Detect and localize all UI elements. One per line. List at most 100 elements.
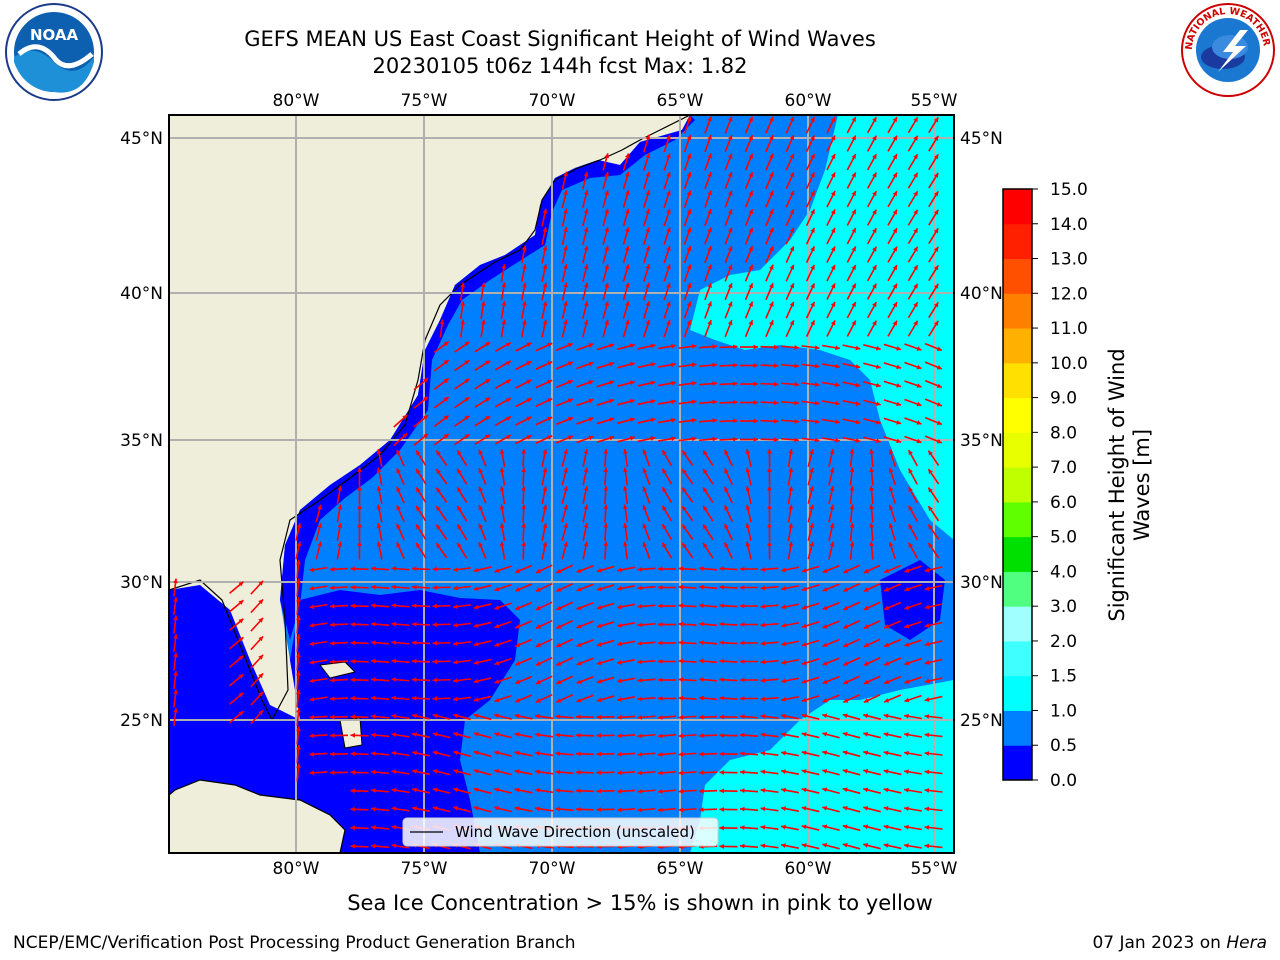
wave-arrow-head — [330, 696, 335, 702]
wave-arrow-head — [371, 621, 376, 627]
wave-arrow-head — [740, 788, 745, 794]
wave-arrow-head — [809, 449, 814, 455]
wave-arrow-head — [883, 732, 889, 737]
wave-arrow-head — [583, 245, 589, 251]
wave-arrow-head — [596, 733, 601, 738]
wave-arrow-head — [869, 449, 874, 454]
wave-arrow-head — [642, 523, 648, 529]
wave-arrow-head — [724, 486, 729, 492]
wave-arrow-head — [913, 117, 918, 123]
wave-arrow-head — [609, 343, 615, 348]
wave-arrow-head — [686, 116, 692, 122]
wave-arrow-head — [563, 523, 569, 529]
wave-arrow-head — [396, 486, 401, 492]
lat-labels-right: 45°N 40°N 35°N 30°N 25°N — [960, 129, 1003, 731]
wave-arrow-head — [933, 228, 939, 234]
wave-arrow-head — [412, 695, 417, 701]
colorbar-label-line2: Waves [m] — [1130, 429, 1154, 541]
wave-arrow-head — [617, 751, 622, 757]
wave-arrow-head — [671, 380, 676, 386]
wave-arrow-head — [443, 397, 449, 402]
wave-arrow-head — [842, 805, 848, 811]
wave-arrow-head — [699, 751, 704, 757]
wave-arrow-head — [439, 319, 445, 325]
wave-arrow-head — [535, 806, 540, 812]
lon-label-bottom: 75°W — [401, 859, 448, 879]
wave-arrow-head — [774, 400, 779, 406]
wave-arrow-head — [514, 732, 520, 737]
wave-arrow-head — [658, 807, 663, 813]
wave-arrow-head — [686, 190, 692, 196]
footer-date: 07 Jan 2023 on Hera — [1092, 933, 1267, 953]
wave-arrow-head — [658, 715, 663, 720]
wave-arrow-head — [896, 401, 902, 407]
wave-arrow-head — [505, 435, 511, 440]
wave-arrow-head — [678, 751, 684, 757]
wave-arrow-head — [371, 566, 376, 572]
wave-arrow-head — [238, 581, 244, 587]
wave-arrow-head — [432, 769, 438, 774]
wave-arrow-head — [855, 438, 861, 443]
wave-arrow-head — [830, 320, 836, 326]
wave-arrow-head — [740, 825, 745, 831]
wave-arrow-head — [863, 732, 869, 737]
wave-arrow-head — [637, 677, 643, 683]
wave-arrow-head — [924, 843, 930, 849]
wave-arrow-head — [555, 769, 561, 775]
wave-arrow-head — [822, 642, 828, 647]
wave-arrow-head — [604, 190, 610, 196]
wave-arrow-head — [933, 320, 939, 326]
wave-arrow-head — [691, 436, 697, 442]
wave-arrow-head — [617, 604, 622, 610]
wave-arrow-head — [936, 383, 942, 388]
wave-arrow-head — [933, 302, 939, 308]
wave-arrow-head — [391, 584, 397, 590]
wave-arrow-head — [494, 787, 500, 793]
wave-arrow-head — [637, 659, 643, 665]
wave-arrow-head — [842, 842, 848, 848]
wave-arrow-head — [443, 378, 449, 384]
wave-arrow-head — [443, 360, 449, 365]
wave-arrow-head — [724, 449, 729, 455]
wave-arrow-head — [542, 523, 548, 528]
wave-arrow-head — [350, 658, 355, 664]
colorbar-segment — [1003, 223, 1032, 260]
wave-arrow-head — [432, 566, 437, 572]
colorbar-tick-label: 1.5 — [1050, 667, 1077, 687]
wave-arrow-head — [822, 843, 828, 848]
wave-arrow-head — [556, 661, 562, 666]
wave-arrow-head — [588, 380, 594, 385]
wave-arrow-head — [814, 419, 820, 424]
wave-arrow-head — [703, 487, 708, 493]
wave-arrow-head — [814, 400, 820, 406]
wave-arrow-head — [514, 713, 520, 719]
wave-arrow-head — [658, 733, 663, 739]
wave-arrow-head — [391, 695, 397, 701]
wave-arrow-head — [526, 361, 532, 366]
wave-arrow-head — [727, 116, 733, 122]
wave-arrow-head — [432, 713, 438, 719]
wave-arrow-head — [904, 713, 909, 719]
wave-arrow-head — [350, 806, 355, 812]
wave-arrow-head — [707, 264, 712, 270]
wave-arrow-head — [794, 363, 799, 369]
wave-arrow-head — [596, 568, 602, 573]
wave-arrow-head — [473, 678, 479, 684]
wave-arrow-head — [588, 417, 594, 422]
wave-arrow-head — [563, 171, 568, 177]
lon-labels-bottom: 80°W 75°W 70°W 65°W 60°W 55°W — [273, 859, 958, 879]
wave-arrow-head — [453, 731, 459, 737]
wave-arrow-head — [622, 449, 628, 454]
wave-arrow-head — [432, 585, 437, 591]
wave-arrow-head — [719, 844, 724, 849]
lat-label-left: 35°N — [120, 431, 163, 451]
wave-arrow-head — [473, 713, 479, 719]
wave-arrow-head — [789, 153, 795, 159]
wave-arrow-head — [494, 605, 500, 610]
wave-arrow-head — [535, 769, 540, 775]
wave-arrow-head — [801, 605, 807, 610]
wave-arrow-head — [371, 677, 376, 683]
wave-arrow-head — [350, 621, 355, 627]
wave-arrow-head — [875, 419, 881, 425]
wave-arrow-head — [473, 806, 479, 811]
